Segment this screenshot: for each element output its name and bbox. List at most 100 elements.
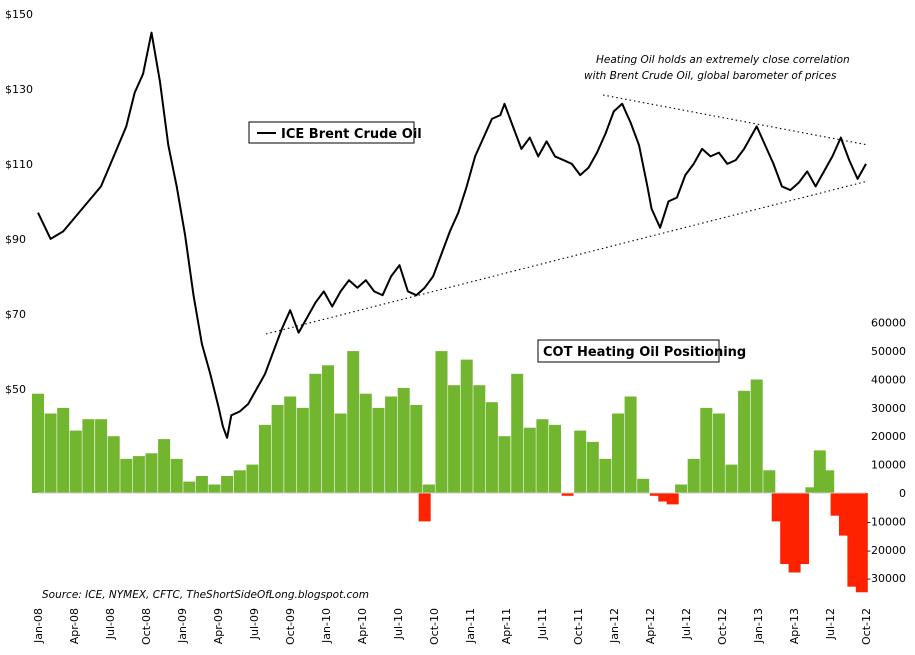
cot-bar-42 — [549, 424, 561, 493]
x-tick-label-11: Oct-10 — [428, 608, 441, 645]
cot-bar-9 — [145, 453, 158, 493]
right-tick-label-5: 20000 — [871, 430, 906, 443]
x-tick-label-18: Jul-12 — [680, 608, 693, 640]
legend-brent-box — [248, 121, 415, 144]
left-tick-label-2: $90 — [5, 233, 26, 246]
trendline-lower — [265, 180, 869, 335]
cot-bar-49 — [637, 478, 650, 493]
cot-bar-24 — [334, 413, 347, 493]
cot-bar-7 — [120, 458, 133, 493]
right-tick-label-8: 50000 — [871, 345, 906, 358]
cot-bar-44 — [574, 430, 587, 493]
cot-bar-15 — [221, 476, 234, 493]
x-tick-label-21: Apr-13 — [788, 608, 801, 644]
cot-bar-32 — [422, 484, 435, 493]
left-tick-label-5: $150 — [5, 8, 33, 21]
cot-bar-27 — [372, 407, 385, 493]
left-tick-label-1: $70 — [5, 308, 26, 321]
x-tick-label-5: Apr-09 — [212, 608, 225, 644]
legend-cot: COT Heating Oil Positioning — [537, 339, 746, 363]
right-axis-ticks: -30000 -20000 -10000 0 10000 20000 30000 40000 5… — [867, 317, 906, 585]
cot-bar-55 — [700, 407, 713, 493]
cot-bar-23 — [322, 365, 334, 493]
cot-bar-35 — [460, 359, 473, 493]
cot-bar-5 — [95, 419, 108, 493]
legend-cot-box — [537, 339, 720, 363]
right-tick-label-7: 40000 — [871, 374, 906, 387]
cot-bar-4 — [82, 419, 95, 493]
right-tick-label-2: -10000 — [867, 515, 906, 528]
right-tick-label-9: 60000 — [871, 317, 906, 330]
left-tick-label-3: $110 — [5, 158, 33, 171]
cot-bar-20 — [284, 396, 297, 493]
cot-bar-33 — [435, 351, 448, 493]
x-tick-label-0: Jan-08 — [32, 608, 45, 644]
cot-bar-14 — [208, 484, 221, 493]
cot-bar-17 — [246, 464, 259, 493]
legend-brent-label: ICE Brent Crude Oil — [281, 127, 422, 142]
right-tick-label-6: 30000 — [871, 402, 906, 415]
cot-bar-6 — [107, 436, 120, 493]
right-tick-label-0: -30000 — [867, 572, 906, 585]
cot-bar-60 — [763, 470, 776, 493]
x-tick-label-15: Oct-11 — [572, 608, 585, 645]
cot-bar-53 — [675, 484, 688, 493]
cot-bar-52 — [666, 493, 679, 505]
x-tick-label-13: Apr-11 — [500, 608, 513, 644]
cot-bar-64 — [797, 493, 809, 564]
cot-bar-41 — [536, 419, 549, 493]
x-tick-label-3: Oct-08 — [140, 608, 153, 645]
cot-bar-51 — [658, 493, 671, 502]
x-tick-label-8: Jan-10 — [320, 608, 333, 644]
cot-bar-37 — [485, 402, 498, 493]
x-tick-label-22: Jul-12 — [824, 608, 837, 640]
x-tick-label-17: Apr-12 — [644, 608, 657, 644]
cot-bar-25 — [347, 351, 360, 493]
x-tick-label-16: Jan-12 — [608, 608, 621, 644]
cot-bar-3 — [69, 430, 82, 493]
x-tick-label-7: Oct-09 — [284, 608, 297, 645]
right-tick-label-4: 10000 — [871, 459, 906, 472]
annotation-line-2: with Brent Crude Oil, global barometer o… — [584, 70, 837, 82]
cot-bar-45 — [586, 441, 599, 493]
cot-bar-18 — [259, 424, 271, 493]
cot-bar-67 — [822, 470, 835, 493]
cot-bar-29 — [397, 388, 410, 493]
x-tick-label-19: Oct-12 — [716, 608, 729, 645]
x-tick-label-10: Jul-10 — [392, 608, 405, 640]
cot-bar-22 — [309, 373, 322, 493]
cot-bar-59 — [750, 379, 763, 493]
cot-bar-48 — [624, 396, 637, 493]
cot-bar-43 — [561, 493, 574, 496]
cot-bar-47 — [612, 413, 624, 493]
cot-bar-21 — [296, 407, 309, 493]
x-tick-label-20: Jan-13 — [752, 608, 765, 644]
x-tick-label-9: Apr-10 — [356, 608, 369, 644]
cot-bar-58 — [738, 390, 751, 493]
x-tick-label-2: Jul-08 — [104, 608, 117, 640]
x-tick-label-23: Oct-12 — [860, 608, 873, 645]
x-tick-label-4: Jan-09 — [176, 608, 189, 644]
x-axis-ticks: Jan-08 Apr-08 Jul-08 Oct-08 Jan-09 Apr-09 Jul-… — [32, 608, 873, 645]
cot-bar-40 — [523, 427, 536, 493]
left-tick-label-0: $50 — [5, 383, 26, 396]
x-tick-label-12: Jan-11 — [464, 608, 477, 644]
cot-bar-71 — [855, 493, 868, 593]
x-tick-label-1: Apr-08 — [68, 608, 81, 644]
left-tick-label-4: $130 — [5, 83, 33, 96]
cot-bar-8 — [132, 456, 145, 493]
cot-bar-28 — [385, 396, 398, 493]
cot-bar-57 — [725, 464, 738, 493]
cot-bar-16 — [233, 470, 246, 493]
cot-bar-46 — [599, 458, 612, 493]
cot-bar-10 — [158, 439, 171, 493]
cot-bar-12 — [183, 481, 196, 493]
cot-bars-layer — [32, 351, 868, 593]
legend-brent: ICE Brent Crude Oil — [248, 121, 422, 144]
cot-bar-11 — [170, 458, 183, 493]
cot-bar-19 — [271, 405, 284, 493]
brent-price-line — [37, 31, 867, 439]
